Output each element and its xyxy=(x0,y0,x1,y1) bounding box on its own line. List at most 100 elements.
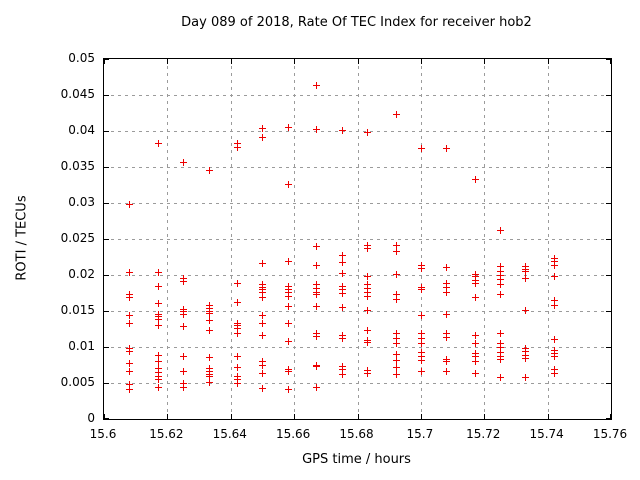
data-point xyxy=(522,268,529,275)
x-tick-mark xyxy=(104,59,105,64)
data-point xyxy=(364,327,371,334)
data-point xyxy=(126,312,133,319)
data-point xyxy=(418,368,425,375)
data-point xyxy=(497,356,504,363)
y-tick-label: 0.01 xyxy=(68,339,95,353)
data-point xyxy=(234,376,241,383)
chart-title: Day 089 of 2018, Rate Of TEC Index for r… xyxy=(181,15,532,30)
data-point xyxy=(364,129,371,136)
data-point xyxy=(393,330,400,337)
x-tick-label: 15.76 xyxy=(592,427,628,441)
data-point xyxy=(285,293,292,300)
grid-line-horizontal xyxy=(104,239,611,240)
data-point xyxy=(418,340,425,347)
data-point xyxy=(339,335,346,342)
y-tick-mark xyxy=(104,418,109,419)
data-point xyxy=(551,370,558,377)
data-point xyxy=(155,376,162,383)
data-point xyxy=(180,353,187,360)
y-tick-label: 0 xyxy=(87,411,95,425)
y-tick-mark xyxy=(104,203,109,204)
y-tick-label: 0.045 xyxy=(60,87,95,101)
y-tick-label: 0.025 xyxy=(60,231,95,245)
y-tick-mark xyxy=(606,203,611,204)
y-tick-mark xyxy=(104,275,109,276)
data-point xyxy=(155,316,162,323)
data-point xyxy=(206,310,213,317)
data-point xyxy=(443,145,450,152)
data-point xyxy=(497,268,504,275)
y-tick-mark xyxy=(606,167,611,168)
data-point xyxy=(472,370,479,377)
data-point xyxy=(180,159,187,166)
data-point xyxy=(234,325,241,332)
data-point xyxy=(259,125,266,132)
y-tick-label: 0.005 xyxy=(60,375,95,389)
x-tick-mark xyxy=(294,414,295,419)
x-tick-mark xyxy=(358,414,359,419)
y-tick-mark xyxy=(606,275,611,276)
data-point xyxy=(285,181,292,188)
plot-area xyxy=(103,58,612,420)
y-tick-mark xyxy=(104,347,109,348)
data-point xyxy=(155,365,162,372)
data-point xyxy=(155,300,162,307)
data-point xyxy=(234,380,241,387)
data-point xyxy=(393,296,400,303)
data-point xyxy=(364,285,371,292)
data-point xyxy=(497,330,504,337)
data-point xyxy=(364,289,371,296)
x-tick-mark xyxy=(421,59,422,64)
x-tick-mark xyxy=(421,414,422,419)
data-point xyxy=(472,358,479,365)
grid-line-vertical xyxy=(167,59,168,419)
data-point xyxy=(472,176,479,183)
y-tick-mark xyxy=(104,239,109,240)
grid-line-horizontal xyxy=(104,347,611,348)
y-tick-label: 0.05 xyxy=(68,51,95,65)
data-point xyxy=(393,111,400,118)
data-point xyxy=(443,368,450,375)
data-point xyxy=(155,269,162,276)
data-point xyxy=(393,291,400,298)
data-point xyxy=(234,353,241,360)
data-point xyxy=(285,303,292,310)
y-tick-mark xyxy=(104,59,109,60)
data-point xyxy=(364,281,371,288)
data-point xyxy=(497,340,504,347)
data-point xyxy=(393,340,400,347)
data-point xyxy=(155,384,162,391)
data-point xyxy=(339,286,346,293)
data-point xyxy=(259,320,266,327)
data-point xyxy=(443,334,450,341)
data-point xyxy=(259,134,266,141)
grid-line-horizontal xyxy=(104,311,611,312)
x-tick-label: 15.74 xyxy=(529,427,564,441)
x-tick-mark xyxy=(231,414,232,419)
data-point xyxy=(551,262,558,269)
data-point xyxy=(126,381,133,388)
grid-line-vertical xyxy=(358,59,359,419)
data-point xyxy=(443,289,450,296)
data-point xyxy=(497,272,504,279)
y-tick-mark xyxy=(606,239,611,240)
data-point xyxy=(259,289,266,296)
data-point xyxy=(497,344,504,351)
data-point xyxy=(234,144,241,151)
y-tick-label: 0.03 xyxy=(68,195,95,209)
data-point xyxy=(313,126,320,133)
grid-line-horizontal xyxy=(104,131,611,132)
data-point xyxy=(472,280,479,287)
data-point xyxy=(472,294,479,301)
data-point xyxy=(313,285,320,292)
grid-line-vertical xyxy=(484,59,485,419)
data-point xyxy=(155,358,162,365)
data-point xyxy=(497,276,504,283)
data-point xyxy=(472,353,479,360)
data-point xyxy=(472,273,479,280)
data-point xyxy=(180,380,187,387)
x-tick-mark xyxy=(358,59,359,64)
data-point xyxy=(393,364,400,371)
data-point xyxy=(234,330,241,337)
x-tick-mark xyxy=(104,414,105,419)
